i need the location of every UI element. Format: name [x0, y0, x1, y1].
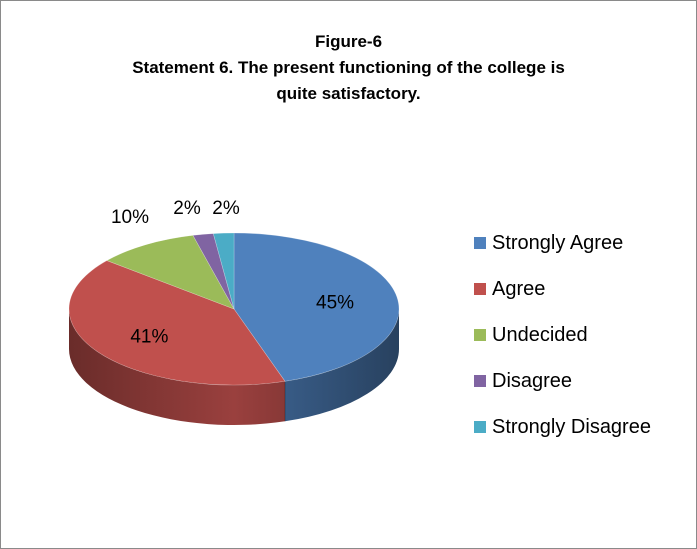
- legend-item-disagree: Disagree: [474, 369, 572, 393]
- pie-sides: [69, 309, 399, 425]
- pie-slice-undecided: [106, 235, 235, 310]
- legend-swatch: [474, 329, 486, 341]
- pie-data-labels: 45% 41% 10% 2% 2%: [111, 198, 354, 347]
- legend-swatch: [474, 421, 486, 433]
- data-label-strongly-disagree: 2%: [212, 198, 240, 219]
- chart-title-line-3: quite satisfactory.: [276, 84, 421, 103]
- chart-title-line-1: Figure-6: [314, 32, 383, 51]
- legend-swatch: [474, 375, 486, 387]
- legend-swatch: [474, 237, 486, 249]
- pie-slices: [68, 232, 400, 386]
- pie-slice-disagree: [192, 233, 235, 310]
- legend-swatch: [474, 283, 486, 295]
- legend-item-undecided: Undecided: [474, 323, 588, 347]
- legend-label: Strongly Disagree: [492, 415, 651, 438]
- data-label-strongly-agree: 45%: [316, 293, 354, 314]
- legend-item-strongly-disagree: Strongly Disagree: [474, 415, 651, 439]
- legend-item-agree: Agree: [474, 277, 545, 301]
- data-label-agree: 41%: [130, 326, 168, 347]
- legend-item-strongly-agree: Strongly Agree: [474, 231, 623, 255]
- pie-slice-strongly-agree: [233, 232, 400, 382]
- pie-slice-strongly-disagree: [212, 232, 235, 310]
- chart-title-line-2: Statement 6. The present functioning of …: [132, 58, 565, 77]
- pie-slice-agree: [68, 260, 286, 386]
- legend-label: Agree: [492, 277, 546, 300]
- legend-label: Undecided: [492, 323, 588, 346]
- data-label-undecided: 10%: [111, 207, 149, 228]
- legend-label: Strongly Agree: [492, 231, 624, 254]
- data-label-disagree: 2%: [173, 198, 201, 219]
- pie-side-agree: [69, 309, 285, 425]
- legend-label: Disagree: [492, 369, 573, 392]
- pie-side-strongly-agree: [284, 309, 399, 422]
